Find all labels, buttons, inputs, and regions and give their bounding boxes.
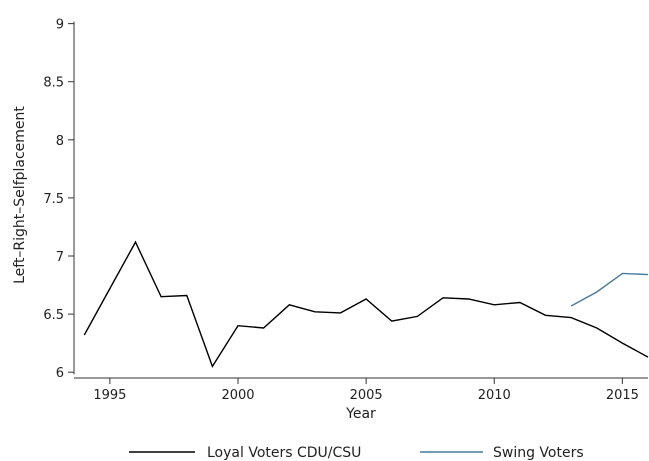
plot-area (83, 240, 649, 368)
y-tick-label: 6 (56, 366, 64, 381)
x-axis: 1995 2000 2005 2010 2015 (74, 377, 648, 403)
x-tick-label: 2005 (350, 388, 383, 403)
y-tick-label: 8.5 (43, 76, 64, 91)
series-line-swing-voters (570, 272, 649, 307)
legend-label: Swing Voters (493, 445, 584, 461)
y-axis: 6 6.5 7 7.5 8 8.5 9 (43, 18, 75, 381)
y-axis-title: Left–Right–Selfplacement (12, 106, 28, 284)
y-tick-label: 6.5 (43, 308, 64, 323)
x-tick-label: 2015 (606, 388, 639, 403)
y-tick-label: 7 (56, 250, 64, 265)
y-tick-label: 9 (56, 18, 64, 33)
legend: Loyal Voters CDU/CSU Swing Voters (129, 445, 584, 461)
y-tick-label: 7.5 (43, 192, 64, 207)
legend-label: Loyal Voters CDU/CSU (207, 445, 361, 461)
series-line-loyal-voters (83, 240, 649, 368)
x-tick-label: 2000 (221, 388, 254, 403)
y-tick-label: 8 (56, 134, 64, 149)
x-tick-label: 2010 (478, 388, 511, 403)
x-tick-label: 1995 (93, 388, 126, 403)
x-axis-title: Year (345, 406, 376, 422)
